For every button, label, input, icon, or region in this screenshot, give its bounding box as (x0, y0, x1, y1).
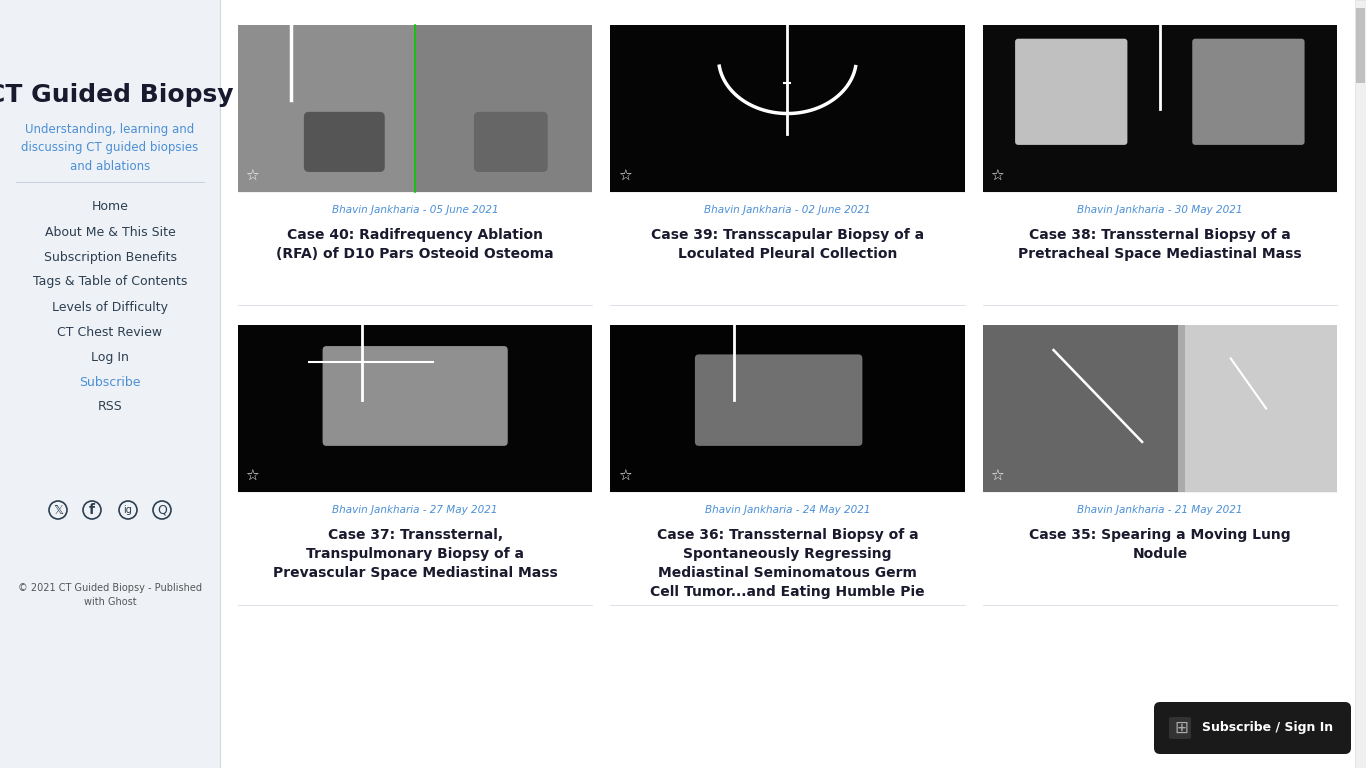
FancyBboxPatch shape (695, 354, 862, 446)
Text: Bhavin Jankharia - 27 May 2021: Bhavin Jankharia - 27 May 2021 (332, 505, 499, 515)
FancyBboxPatch shape (1015, 38, 1127, 145)
Bar (0, 0, 220, 768)
Text: Bhavin Jankharia - 02 June 2021: Bhavin Jankharia - 02 June 2021 (705, 205, 870, 215)
Text: © 2021 CT Guided Biopsy - Published
with Ghost: © 2021 CT Guided Biopsy - Published with… (18, 583, 202, 607)
Bar (238, 325, 593, 492)
Text: Q: Q (157, 504, 167, 517)
Text: Subscribe / Sign In: Subscribe / Sign In (1202, 721, 1333, 734)
Text: ig: ig (123, 505, 133, 515)
Text: CT Guided Biopsy: CT Guided Biopsy (0, 83, 234, 107)
Text: ☆: ☆ (990, 468, 1004, 484)
Bar (611, 325, 964, 492)
Text: Bhavin Jankharia - 21 May 2021: Bhavin Jankharia - 21 May 2021 (1076, 505, 1243, 515)
Bar (1184, 325, 1337, 492)
Text: Understanding, learning and
discussing CT guided biopsies
and ablations: Understanding, learning and discussing C… (22, 123, 198, 174)
Text: ☆: ☆ (245, 468, 258, 484)
Bar (982, 325, 1177, 492)
Text: Tags & Table of Contents: Tags & Table of Contents (33, 276, 187, 289)
Bar (238, 25, 593, 192)
FancyBboxPatch shape (1169, 717, 1191, 739)
Bar (611, 325, 964, 492)
Text: Log In: Log In (92, 350, 128, 363)
Bar (982, 325, 1337, 492)
Text: Case 36: Transsternal Biopsy of a
Spontaneously Regressing
Mediastinal Seminomat: Case 36: Transsternal Biopsy of a Sponta… (650, 528, 925, 599)
FancyBboxPatch shape (474, 112, 548, 172)
Bar (238, 25, 415, 192)
Text: Case 35: Spearing a Moving Lung
Nodule: Case 35: Spearing a Moving Lung Nodule (1029, 528, 1291, 561)
Text: ☆: ☆ (990, 168, 1004, 184)
Bar (982, 25, 1337, 192)
Text: Case 40: Radifrequency Ablation
(RFA) of D10 Pars Osteoid Osteoma: Case 40: Radifrequency Ablation (RFA) of… (276, 228, 555, 261)
Text: Case 37: Transsternal,
Transpulmonary Biopsy of a
Prevascular Space Mediastinal : Case 37: Transsternal, Transpulmonary Bi… (273, 528, 557, 580)
Text: Case 38: Transsternal Biopsy of a
Pretracheal Space Mediastinal Mass: Case 38: Transsternal Biopsy of a Pretra… (1018, 228, 1302, 261)
Text: ⊞: ⊞ (1173, 719, 1188, 737)
Text: ☆: ☆ (617, 168, 631, 184)
FancyBboxPatch shape (303, 112, 385, 172)
Text: Bhavin Jankharia - 05 June 2021: Bhavin Jankharia - 05 June 2021 (332, 205, 499, 215)
Bar (982, 325, 1337, 492)
Bar (611, 25, 964, 192)
Text: ☆: ☆ (617, 468, 631, 484)
Text: 𝕏: 𝕏 (53, 504, 63, 517)
Text: Bhavin Jankharia - 30 May 2021: Bhavin Jankharia - 30 May 2021 (1076, 205, 1243, 215)
Bar (238, 325, 593, 492)
Bar (1356, 8, 1365, 83)
Text: About Me & This Site: About Me & This Site (45, 226, 175, 239)
FancyBboxPatch shape (1154, 702, 1351, 754)
Bar (220, 0, 1355, 768)
Text: RSS: RSS (97, 400, 123, 413)
Text: Bhavin Jankharia - 24 May 2021: Bhavin Jankharia - 24 May 2021 (705, 505, 870, 515)
Text: Levels of Difficulty: Levels of Difficulty (52, 300, 168, 313)
Text: ☆: ☆ (245, 168, 258, 184)
Text: Case 39: Transscapular Biopsy of a
Loculated Pleural Collection: Case 39: Transscapular Biopsy of a Locul… (652, 228, 923, 261)
Text: f: f (89, 503, 96, 517)
Text: CT Chest Review: CT Chest Review (57, 326, 163, 339)
Bar (417, 25, 593, 192)
Bar (1355, 0, 1366, 768)
Bar (982, 25, 1337, 192)
FancyBboxPatch shape (322, 346, 508, 446)
Text: Home: Home (92, 200, 128, 214)
Text: Subscribe: Subscribe (79, 376, 141, 389)
FancyBboxPatch shape (1193, 38, 1305, 145)
Text: Subscription Benefits: Subscription Benefits (44, 250, 176, 263)
Bar (1171, 718, 1190, 738)
